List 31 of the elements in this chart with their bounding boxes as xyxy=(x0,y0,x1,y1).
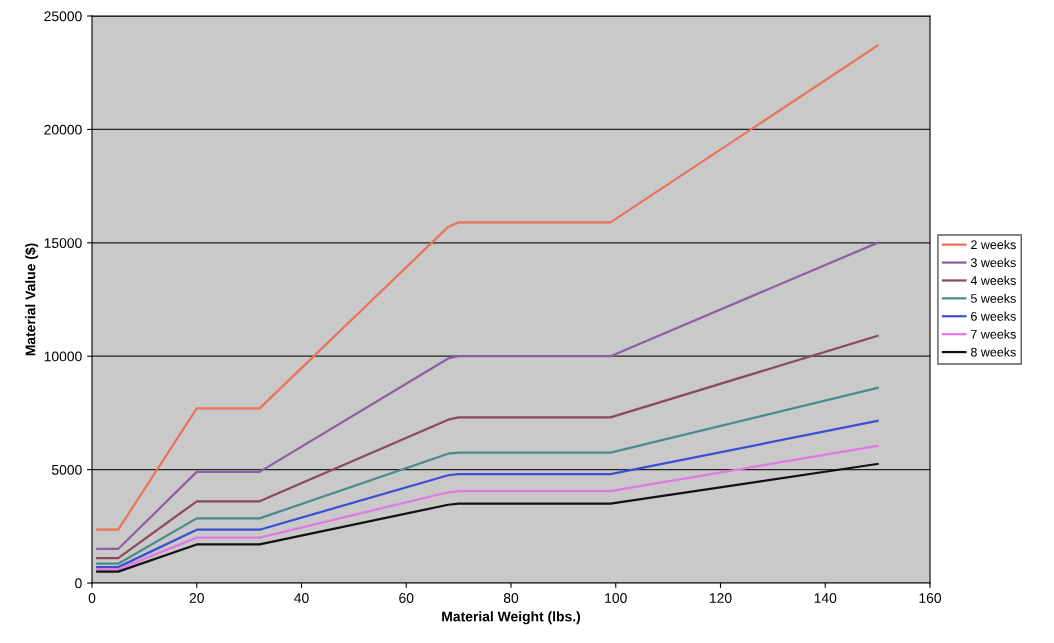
line-series xyxy=(96,241,879,551)
legend-label: 3 weeks xyxy=(970,257,1016,268)
line-series xyxy=(96,419,879,569)
y-tick-label: 10000 xyxy=(44,351,82,362)
legend-label: 4 weeks xyxy=(970,275,1016,285)
legend-label: 5 weeks xyxy=(970,293,1016,303)
x-tick-label: 40 xyxy=(294,593,309,603)
legend-label: 6 weeks xyxy=(971,311,1016,321)
line-series xyxy=(96,444,879,571)
legend-label: 8 weeks xyxy=(970,347,1016,357)
x-tick-label: 0 xyxy=(88,593,96,603)
y-tick-label: 25000 xyxy=(44,11,82,22)
x-tick-label: 60 xyxy=(399,593,414,603)
x-tick-label: 160 xyxy=(919,593,942,603)
x-tick-label: 80 xyxy=(503,593,519,603)
line-series xyxy=(96,44,879,531)
x-tick-label: 100 xyxy=(605,593,627,603)
y-axis-title: Material Value ($) xyxy=(24,243,39,356)
x-tick-label: 140 xyxy=(814,593,837,603)
x-tick-label: 20 xyxy=(189,593,204,603)
y-tick-label: 0 xyxy=(75,578,82,589)
legend-label: 7 weeks xyxy=(971,329,1016,339)
line-series xyxy=(96,386,879,565)
x-tick-label: 120 xyxy=(709,593,732,603)
line-series xyxy=(96,462,879,573)
line-series xyxy=(96,334,879,560)
legend-label: 2 weeks xyxy=(971,239,1016,250)
y-tick-label: 15000 xyxy=(44,238,82,248)
y-tick-label: 20000 xyxy=(44,124,82,135)
y-tick-label: 5000 xyxy=(51,464,82,475)
x-axis-title: Material Weight (lbs.) xyxy=(442,611,581,625)
